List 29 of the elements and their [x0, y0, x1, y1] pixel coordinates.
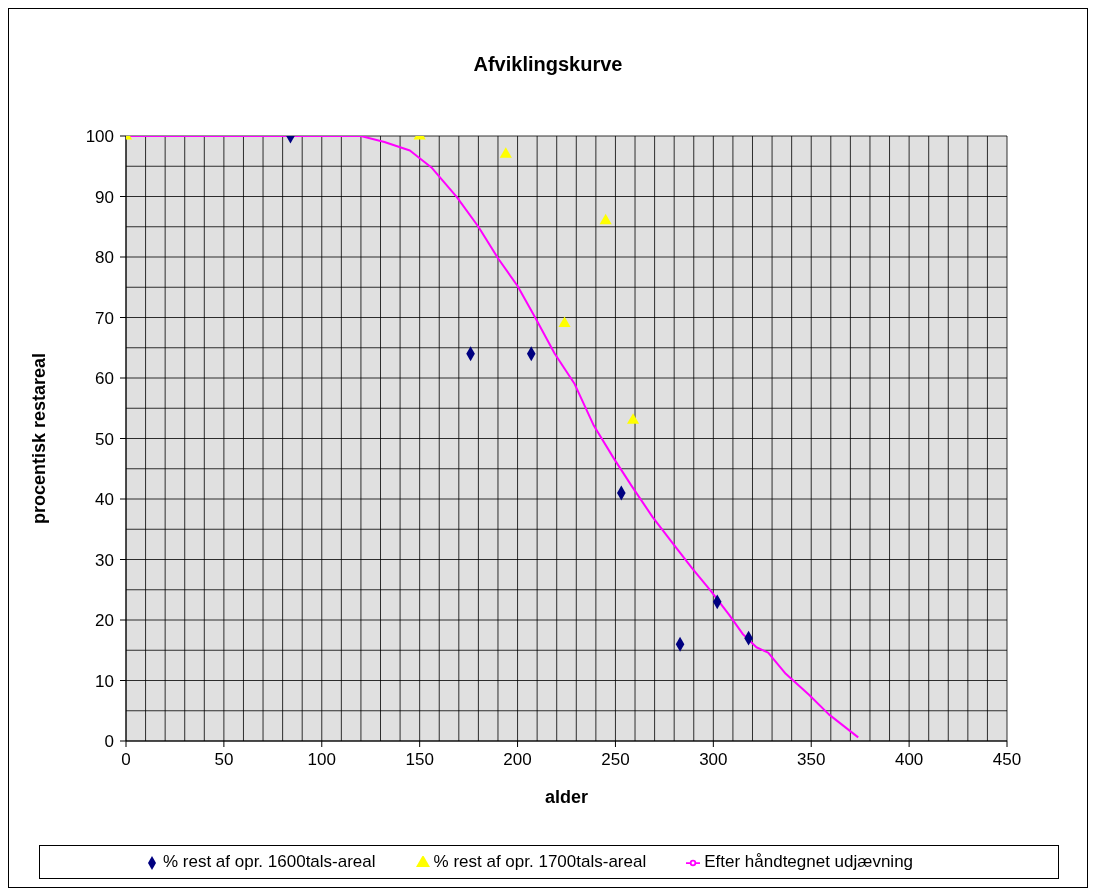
point: [626, 413, 640, 424]
x-tick-label: 350: [797, 750, 826, 770]
y-tick-label: 70: [95, 308, 114, 328]
chart-title: Afviklingskurve: [472, 53, 624, 76]
x-tick-label: 300: [699, 750, 728, 770]
x-tick-label: 200: [503, 750, 532, 770]
y-tick-label: 30: [95, 550, 114, 570]
y-tick-label: 10: [95, 671, 114, 691]
x-axis-title: alder: [544, 787, 589, 807]
legend-label: Efter håndtegnet udjævning: [704, 852, 914, 871]
x-tick-label: 250: [601, 750, 630, 770]
legend-label: % rest af opr. 1700tals-areal: [433, 852, 647, 871]
y-tick-label: 80: [95, 248, 114, 268]
y-tick-label: 20: [95, 611, 114, 631]
y-tick-label: 60: [95, 369, 114, 389]
y-tick-label: 40: [95, 490, 114, 510]
y-tick-label: 0: [104, 732, 114, 752]
x-tick-label: 0: [121, 750, 131, 770]
y-tick-label: 50: [95, 429, 114, 449]
legend-label: % rest af opr. 1600tals-areal: [162, 852, 376, 871]
x-tick-label: 100: [307, 750, 336, 770]
x-tick-label: 50: [214, 750, 234, 770]
x-tick-label: 450: [992, 750, 1022, 770]
y-tick-label: 100: [85, 127, 114, 147]
x-tick-label: 150: [405, 750, 434, 770]
point: [558, 316, 571, 328]
x-tick-label: 400: [894, 750, 924, 770]
y-axis-title: procentisk restareal: [29, 352, 50, 525]
y-tick-label: 90: [95, 187, 114, 207]
